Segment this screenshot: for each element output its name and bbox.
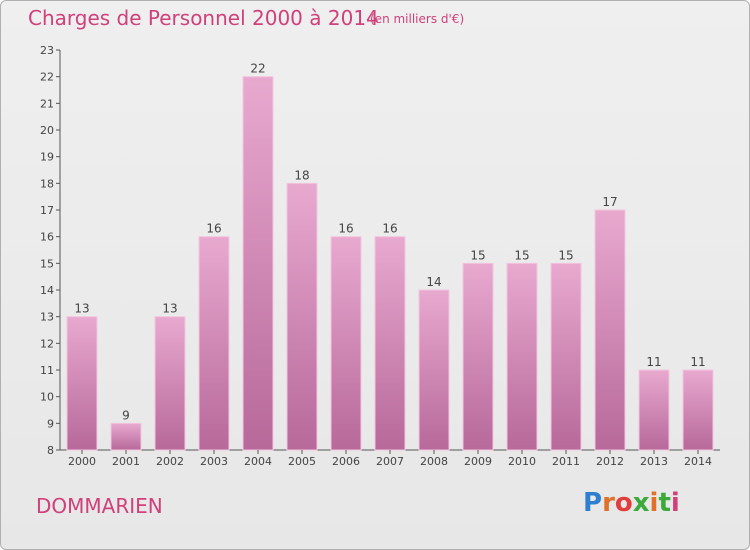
y-tick-label: 9 bbox=[47, 417, 54, 430]
bar-2012 bbox=[594, 209, 626, 451]
data-label-2012: 17 bbox=[602, 195, 617, 209]
data-label-2005: 18 bbox=[294, 168, 309, 182]
data-label-2011: 15 bbox=[558, 248, 573, 262]
data-label-2001: 9 bbox=[122, 408, 130, 422]
bar-2008 bbox=[418, 289, 450, 451]
x-tick-label-2012: 2012 bbox=[596, 455, 624, 468]
data-label-2000: 13 bbox=[74, 302, 89, 316]
y-tick-label: 15 bbox=[40, 257, 54, 270]
y-tick-label: 21 bbox=[40, 97, 54, 110]
data-label-2010: 15 bbox=[514, 248, 529, 262]
bar-2006 bbox=[330, 236, 362, 451]
chart-subtitle: (en milliers d'€) bbox=[370, 12, 465, 26]
logo-letter: i bbox=[649, 488, 659, 518]
data-label-2013: 11 bbox=[646, 355, 661, 369]
x-tick-label-2002: 2002 bbox=[156, 455, 184, 468]
x-tick-label-2009: 2009 bbox=[464, 455, 492, 468]
bar-2002 bbox=[154, 316, 186, 451]
x-tick-label-2007: 2007 bbox=[376, 455, 404, 468]
bar-2000 bbox=[66, 316, 98, 451]
data-label-2009: 15 bbox=[470, 248, 485, 262]
bar-2004 bbox=[242, 76, 274, 451]
proxiti-logo[interactable]: Proxiti bbox=[583, 488, 680, 518]
y-tick-label: 19 bbox=[40, 151, 54, 164]
bar-2003 bbox=[198, 236, 230, 451]
bar-2013 bbox=[638, 369, 670, 451]
logo-letter: o bbox=[614, 488, 633, 518]
data-label-2008: 14 bbox=[426, 275, 441, 289]
y-tick-label: 23 bbox=[40, 44, 54, 57]
x-tick-label-2010: 2010 bbox=[508, 455, 536, 468]
data-label-2004: 22 bbox=[250, 62, 265, 76]
x-tick-label-2013: 2013 bbox=[640, 455, 668, 468]
bar-2009 bbox=[462, 262, 494, 451]
data-label-2003: 16 bbox=[206, 222, 221, 236]
data-label-2014: 11 bbox=[690, 355, 705, 369]
x-tick-label-2005: 2005 bbox=[288, 455, 316, 468]
bar-2001 bbox=[110, 422, 142, 451]
x-tick-label-2004: 2004 bbox=[244, 455, 272, 468]
bar-2011 bbox=[550, 262, 582, 451]
data-label-2006: 16 bbox=[338, 222, 353, 236]
commune-name: DOMMARIEN bbox=[36, 494, 163, 518]
y-tick-label: 8 bbox=[47, 444, 54, 457]
data-label-2007: 16 bbox=[382, 222, 397, 236]
data-label-2002: 13 bbox=[162, 302, 177, 316]
y-tick-label: 10 bbox=[40, 391, 54, 404]
logo-letter: i bbox=[670, 488, 680, 518]
bar-2007 bbox=[374, 236, 406, 451]
bar-2014 bbox=[682, 369, 714, 451]
x-tick-label-2000: 2000 bbox=[68, 455, 96, 468]
bar-2005 bbox=[286, 182, 318, 451]
y-tick-label: 22 bbox=[40, 71, 54, 84]
x-tick-label-2011: 2011 bbox=[552, 455, 580, 468]
y-tick-label: 11 bbox=[40, 364, 54, 377]
logo-letter: P bbox=[583, 488, 603, 518]
y-tick-label: 12 bbox=[40, 337, 54, 350]
y-tick-label: 14 bbox=[40, 284, 54, 297]
x-tick-label-2003: 2003 bbox=[200, 455, 228, 468]
x-tick-label-2014: 2014 bbox=[684, 455, 712, 468]
y-tick-label: 16 bbox=[40, 231, 54, 244]
logo-letter: t bbox=[658, 488, 671, 518]
chart-title: Charges de Personnel 2000 à 2014 bbox=[28, 6, 379, 30]
x-tick-label-2006: 2006 bbox=[332, 455, 360, 468]
logo-letter: r bbox=[602, 488, 615, 518]
x-tick-label-2001: 2001 bbox=[112, 455, 140, 468]
y-tick-label: 18 bbox=[40, 177, 54, 190]
y-tick-label: 17 bbox=[40, 204, 54, 217]
x-tick-label-2008: 2008 bbox=[420, 455, 448, 468]
y-tick-label: 13 bbox=[40, 311, 54, 324]
bar-2010 bbox=[506, 262, 538, 451]
y-tick-label: 20 bbox=[40, 124, 54, 137]
logo-letter: x bbox=[632, 488, 650, 518]
